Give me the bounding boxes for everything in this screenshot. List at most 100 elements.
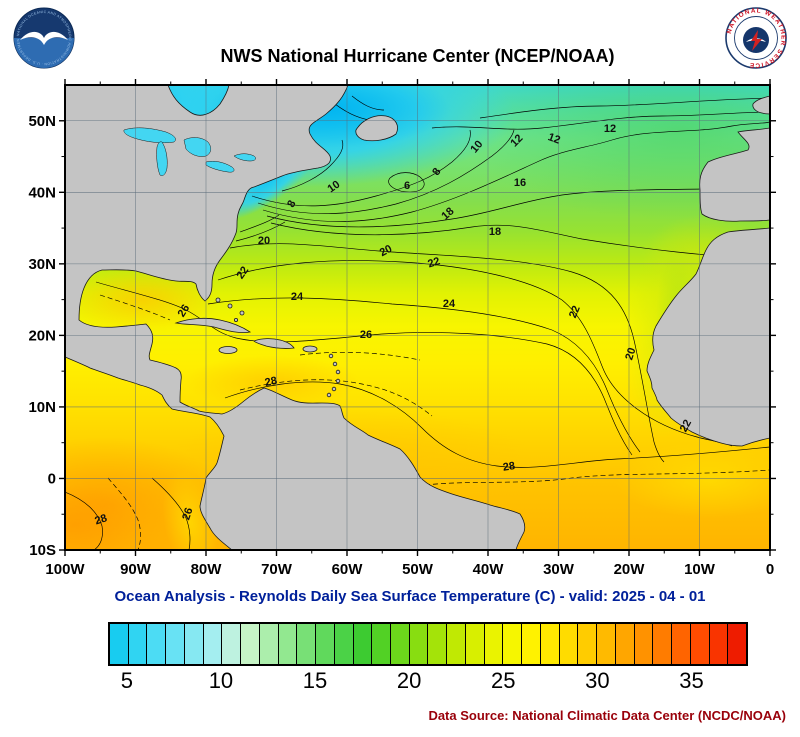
land-puerto-rico [302, 345, 318, 353]
nws-lightning-icon [751, 30, 762, 51]
colorbar-cell [484, 624, 504, 664]
contour-label: 22 [234, 264, 251, 281]
noaa-logo: NATIONAL OCEANIC AND ATMOSPHERIC ADMINIS… [12, 6, 75, 69]
lat-tick-label: 30N [28, 256, 56, 273]
contour-label: 24 [443, 298, 456, 310]
colorbar-tick-label: 10 [208, 668, 234, 693]
colorbar-cell [353, 624, 373, 664]
colorbar-cell [372, 624, 392, 664]
land-cuba [174, 317, 252, 334]
contour-label: 16 [514, 177, 526, 189]
land-lesser-antilles [326, 353, 341, 398]
land-americas [65, 85, 526, 550]
lon-tick-label: 90W [120, 561, 152, 578]
lon-tick-label: 0 [766, 561, 774, 578]
colorbar-cell [447, 624, 466, 664]
lat-tick-label: 40N [28, 184, 56, 201]
nws-logo-inner-ring [734, 16, 778, 60]
colorbar-cell [728, 624, 746, 664]
colorbar-labels: 5 10 15 20 25 30 35 [108, 668, 748, 698]
contour-label: 28 [264, 375, 278, 389]
lat-tick-label: 10N [28, 399, 56, 416]
contour-label: 10 [325, 178, 342, 195]
lat-tick-label: 20N [28, 327, 56, 344]
contour-label: 8 [430, 166, 443, 178]
colorbar-tick-label: 30 [585, 668, 610, 693]
colorbar-cell [316, 624, 335, 664]
colorbar-tick-label: 35 [679, 668, 704, 693]
lon-tick-label: 50W [402, 561, 434, 578]
page-title: NWS National Hurricane Center (NCEP/NOAA… [220, 46, 615, 66]
contour-label: 26 [180, 506, 195, 521]
colorbar-cell [578, 624, 598, 664]
contour-label: 6 [404, 180, 410, 192]
contour-label: 26 [360, 329, 372, 341]
colorbar-cell [409, 624, 429, 664]
noaa-gull-icon [20, 31, 68, 45]
lon-tick-label: 30W [543, 561, 575, 578]
colorbar-cell [540, 624, 560, 664]
colorbar-cell [597, 624, 616, 664]
colorbar-cell [634, 624, 654, 664]
noaa-logo-ocean-half [14, 38, 74, 68]
colorbar-tick-label: 20 [396, 668, 422, 693]
land-iberia-france [699, 127, 770, 222]
colorbar-tick-label: 5 [120, 668, 133, 693]
land-hispaniola [253, 338, 295, 349]
contour-label: 12 [604, 123, 616, 135]
contour-label: 24 [291, 291, 304, 303]
lat-tick-label: 10S [29, 542, 56, 559]
contour-label: 26 [176, 303, 193, 320]
lon-tick-label: 40W [473, 561, 505, 578]
contour-label: 22 [426, 255, 441, 270]
colorbar-tick-label: 25 [491, 668, 516, 693]
tick-layer [59, 79, 776, 556]
map-caption: Ocean Analysis - Reynolds Daily Sea Surf… [114, 588, 706, 605]
contour-label: 22 [678, 418, 694, 434]
land-bahamas [215, 297, 245, 322]
caribbean-warm-water [184, 355, 360, 409]
colorbar-cell [428, 624, 448, 664]
colorbar-cell [672, 624, 691, 664]
colorbar-cell [203, 624, 223, 664]
colorbar-cell [147, 624, 167, 664]
lon-tick-label: 80W [191, 561, 223, 578]
lon-tick-label: 70W [261, 561, 293, 578]
colorbar-cell [391, 624, 410, 664]
contour-label: 20 [378, 243, 394, 259]
land-jamaica [218, 346, 238, 354]
corner-warm-pool [65, 485, 140, 550]
contour-label: 28 [93, 512, 108, 527]
lat-tick-label: 50N [28, 113, 56, 130]
guinea-cool-water [615, 442, 770, 518]
land-british-isles [752, 95, 770, 115]
colorbar-tick-label: 15 [302, 668, 328, 693]
contour-label: 8 [285, 198, 298, 209]
contour-label: 12 [546, 131, 562, 146]
contour-label: 18 [489, 226, 501, 238]
lon-tick-label: 10W [684, 561, 716, 578]
colorbar-cell [278, 624, 298, 664]
colorbar-cell [222, 624, 242, 664]
sst-colorbar [108, 622, 748, 666]
lon-tick-label: 20W [614, 561, 646, 578]
colorbar-cell [522, 624, 541, 664]
colorbar-cell [690, 624, 710, 664]
colorbar-cell [297, 624, 317, 664]
lon-tick-label: 100W [45, 561, 85, 578]
axis-label-layer: 50N 40N 30N 20N 10N 0 10S 100W 90W 80W 70W 60W 50W 40… [28, 113, 774, 578]
contour-label: 20 [623, 346, 638, 361]
colorbar-cell [128, 624, 148, 664]
data-source-text: Data Source: National Climatic Data Cent… [428, 708, 786, 723]
colorbar-cell [259, 624, 279, 664]
land-africa [646, 227, 770, 447]
colorbar-cell [465, 624, 485, 664]
colorbar-cell [334, 624, 354, 664]
colorbar-cell [110, 624, 129, 664]
contour-label: 20 [258, 235, 270, 247]
contour-label: 28 [502, 460, 516, 474]
colorbar-cell [241, 624, 260, 664]
colorbar-cell [615, 624, 635, 664]
